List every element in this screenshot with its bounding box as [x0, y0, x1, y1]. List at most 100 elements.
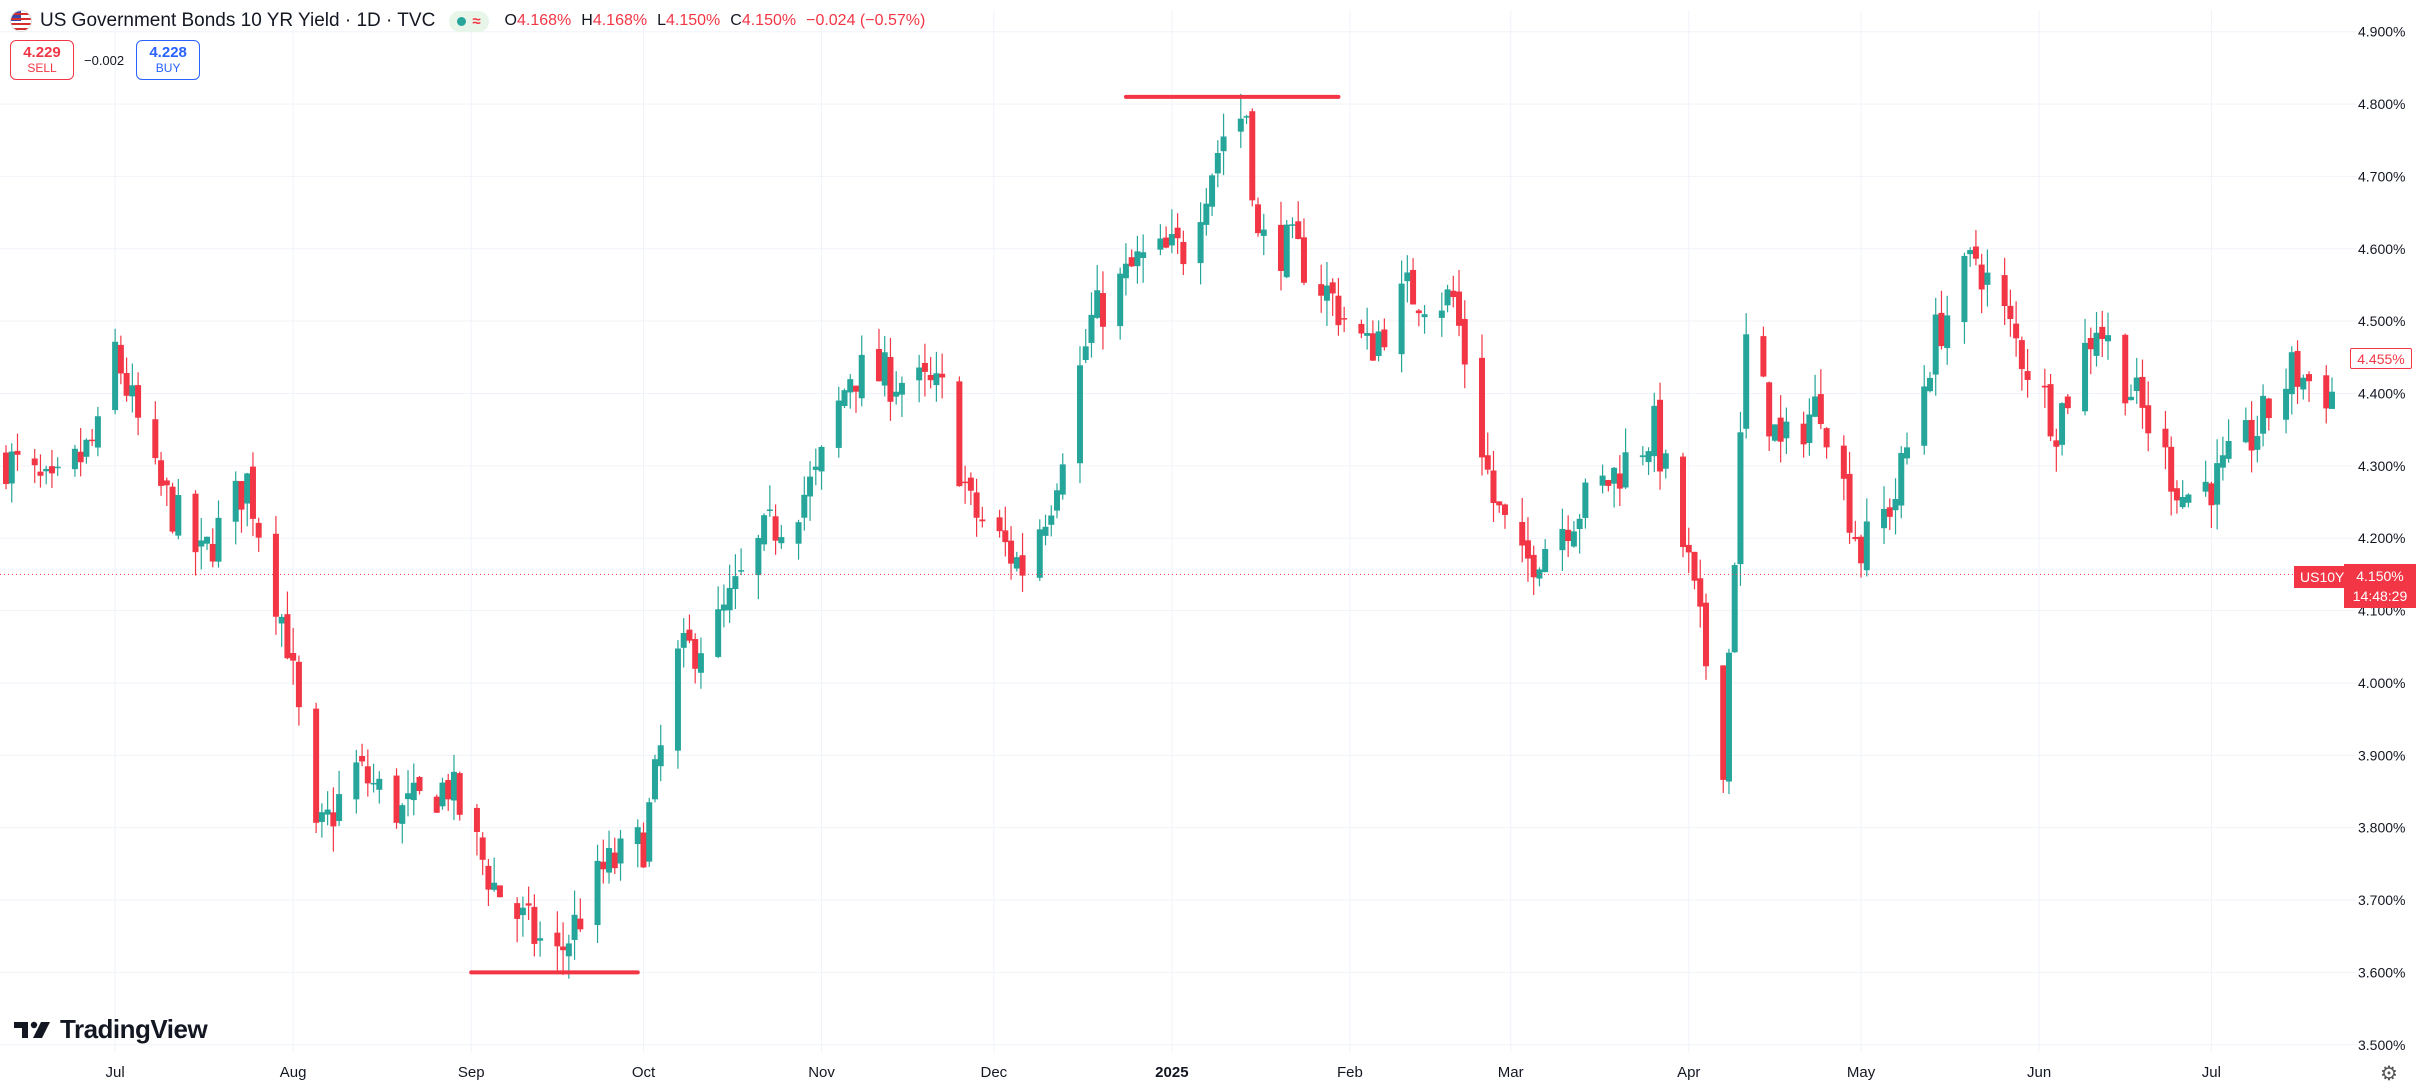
candle[interactable]	[1685, 544, 1692, 553]
candle[interactable]	[1490, 470, 1497, 504]
candle[interactable]	[439, 782, 446, 807]
candle[interactable]	[330, 812, 337, 827]
candle[interactable]	[2242, 420, 2249, 443]
candle[interactable]	[1881, 508, 1888, 529]
candle[interactable]	[519, 907, 526, 916]
candle[interactable]	[1926, 377, 1933, 392]
candle[interactable]	[514, 903, 521, 919]
candle[interactable]	[2139, 376, 2146, 408]
candle[interactable]	[973, 492, 980, 518]
candle[interactable]	[1260, 229, 1267, 236]
candle[interactable]	[54, 466, 61, 469]
candle[interactable]	[1036, 529, 1043, 578]
candle[interactable]	[43, 468, 50, 472]
candle[interactable]	[1605, 480, 1612, 486]
candle[interactable]	[2329, 391, 2335, 409]
candle[interactable]	[933, 373, 940, 386]
candle[interactable]	[956, 381, 963, 487]
candle[interactable]	[14, 450, 21, 455]
candle[interactable]	[192, 493, 199, 553]
candle[interactable]	[818, 446, 825, 472]
candle[interactable]	[2082, 342, 2089, 412]
candle[interactable]	[1209, 175, 1216, 207]
candle[interactable]	[835, 400, 842, 448]
candle[interactable]	[1967, 250, 1974, 255]
candle[interactable]	[1921, 386, 1928, 446]
candle[interactable]	[1542, 548, 1549, 573]
candle[interactable]	[1410, 269, 1417, 305]
candle[interactable]	[1501, 504, 1508, 515]
candle[interactable]	[537, 938, 544, 941]
candle[interactable]	[1421, 314, 1428, 318]
candle[interactable]	[2013, 323, 2020, 339]
candle[interactable]	[496, 885, 503, 898]
candle[interactable]	[766, 509, 773, 511]
candle[interactable]	[875, 348, 882, 382]
candle[interactable]	[473, 807, 480, 832]
candle[interactable]	[2105, 335, 2112, 342]
candle[interactable]	[651, 759, 658, 800]
candle[interactable]	[847, 379, 854, 393]
candle[interactable]	[3, 452, 9, 484]
candle[interactable]	[370, 782, 377, 785]
candle[interactable]	[318, 812, 325, 822]
candle[interactable]	[640, 832, 647, 868]
candle[interactable]	[1840, 445, 1847, 479]
candle[interactable]	[1892, 499, 1899, 511]
candle[interactable]	[720, 604, 727, 611]
candle[interactable]	[726, 587, 733, 611]
candle[interactable]	[1662, 453, 1669, 469]
candle[interactable]	[129, 385, 136, 397]
candle[interactable]	[2059, 403, 2066, 445]
candle[interactable]	[967, 477, 974, 491]
candle[interactable]	[812, 466, 819, 470]
candle[interactable]	[1054, 490, 1061, 511]
candle[interactable]	[198, 540, 205, 547]
candle[interactable]	[1800, 423, 1807, 445]
candle[interactable]	[525, 903, 532, 906]
candle[interactable]	[1335, 295, 1342, 326]
candle[interactable]	[433, 796, 440, 813]
candle[interactable]	[2225, 440, 2232, 459]
candle[interactable]	[531, 906, 538, 944]
candle[interactable]	[1737, 432, 1744, 565]
candle[interactable]	[1180, 241, 1187, 265]
candle[interactable]	[927, 374, 934, 381]
candle[interactable]	[1375, 331, 1382, 357]
candle[interactable]	[1852, 536, 1859, 540]
candle[interactable]	[364, 766, 371, 784]
candle[interactable]	[1174, 227, 1181, 239]
candle[interactable]	[2127, 396, 2134, 401]
candle[interactable]	[732, 576, 739, 590]
candle[interactable]	[1904, 447, 1911, 459]
candle[interactable]	[852, 385, 859, 392]
candle[interactable]	[611, 852, 618, 869]
candle[interactable]	[1341, 318, 1348, 320]
candle[interactable]	[1599, 475, 1606, 486]
candle[interactable]	[313, 708, 320, 823]
candle[interactable]	[1048, 515, 1055, 525]
candle[interactable]	[2294, 351, 2301, 387]
candle[interactable]	[2001, 275, 2008, 307]
candle[interactable]	[916, 367, 923, 381]
candle[interactable]	[2323, 375, 2330, 409]
candle[interactable]	[1255, 204, 1262, 234]
candle[interactable]	[1720, 665, 1727, 780]
candle[interactable]	[2168, 446, 2175, 492]
candle[interactable]	[2099, 326, 2106, 340]
candle[interactable]	[175, 495, 182, 536]
candle[interactable]	[479, 837, 486, 860]
candle[interactable]	[2162, 428, 2169, 448]
buy-button[interactable]: 4.228 BUY	[136, 40, 201, 80]
candle[interactable]	[2179, 496, 2186, 508]
candle[interactable]	[1777, 417, 1784, 442]
candle[interactable]	[2283, 388, 2290, 420]
candle[interactable]	[1524, 540, 1531, 559]
candle[interactable]	[577, 918, 584, 930]
candle[interactable]	[2093, 332, 2100, 356]
candle[interactable]	[1582, 482, 1589, 518]
candle[interactable]	[680, 633, 687, 648]
candle[interactable]	[485, 865, 492, 890]
candle[interactable]	[1657, 399, 1664, 472]
candle[interactable]	[450, 771, 457, 801]
